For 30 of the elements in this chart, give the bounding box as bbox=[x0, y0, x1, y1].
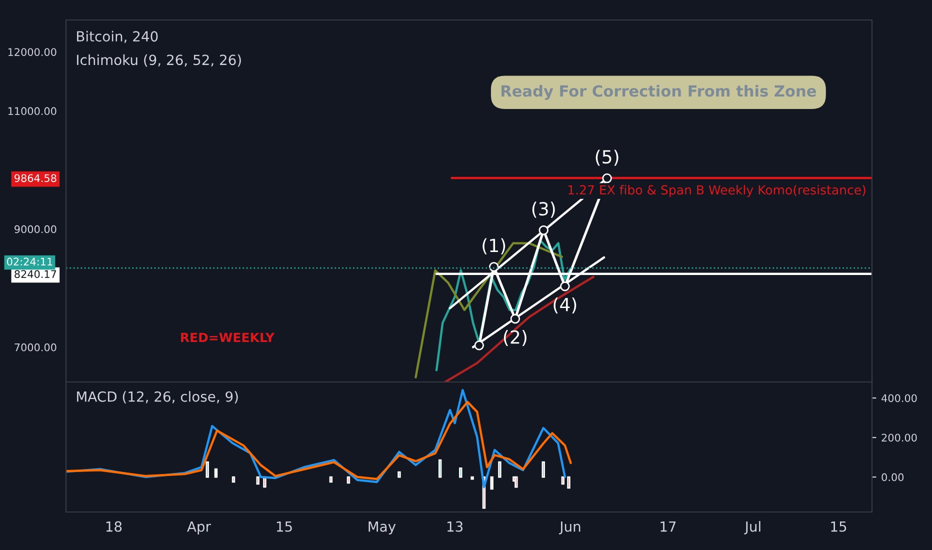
annotation: Ready For Correction From this Zone bbox=[502, 84, 816, 100]
annotation: (2) bbox=[504, 330, 526, 346]
y-tick-label: 200.00 bbox=[882, 434, 917, 442]
y-tick-label: 12000.00 bbox=[8, 48, 56, 56]
x-tick-label: Jul bbox=[744, 521, 760, 534]
series-label: 1.27 EX fibo & Span B Weekly Komo(resistance) bbox=[568, 184, 866, 198]
x-tick-label: 15 bbox=[276, 521, 292, 532]
y-tick-label: 400.00 bbox=[882, 394, 917, 402]
x-tick-label: 17 bbox=[660, 521, 676, 532]
text: Ichimoku (9, 26, 52, 26) bbox=[77, 54, 241, 67]
y-tick-label: 0.00 bbox=[882, 473, 904, 482]
y-tick-label: 9000.00 bbox=[14, 225, 56, 234]
x-tick-label: 15 bbox=[831, 521, 846, 532]
x-tick-label: 13 bbox=[447, 521, 463, 532]
annotation: (4) bbox=[554, 297, 576, 314]
x-tick-label: May bbox=[368, 521, 396, 534]
y-tick-label: 8240.17 bbox=[14, 270, 56, 278]
x-tick-label: Apr bbox=[187, 521, 211, 534]
x-tick-label: Jun bbox=[558, 521, 580, 534]
annotation: RED=WEEKLY bbox=[181, 332, 275, 342]
text: MACD (12, 26, close, 9) bbox=[77, 391, 238, 404]
y-tick-label: 7000.00 bbox=[14, 343, 56, 352]
annotation: (5) bbox=[596, 150, 618, 166]
text: Bitcoin, 240 bbox=[77, 30, 158, 44]
annotation: (3) bbox=[532, 202, 555, 218]
annotation: (1) bbox=[482, 238, 506, 254]
y-tick-label: 9864.58 bbox=[14, 174, 56, 182]
y-tick-label: 11000.00 bbox=[8, 107, 56, 116]
text: 02:24:11 bbox=[7, 258, 52, 266]
x-tick-label: 18 bbox=[106, 521, 122, 532]
